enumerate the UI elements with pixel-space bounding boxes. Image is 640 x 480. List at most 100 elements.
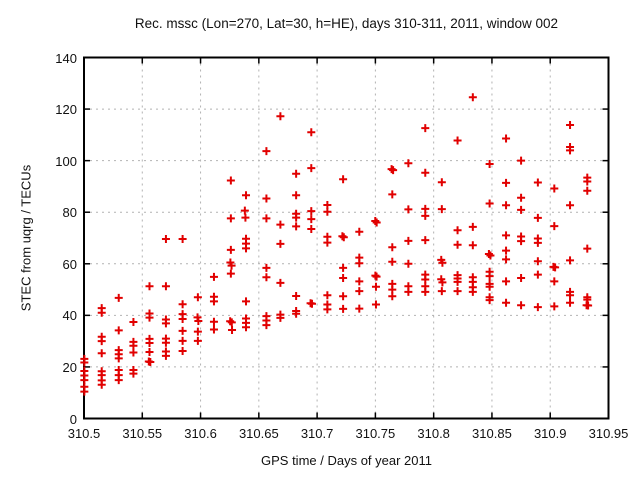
data-point-marker	[584, 301, 593, 310]
data-point-marker	[161, 338, 170, 347]
data-point-marker	[404, 236, 413, 245]
data-point-marker	[566, 146, 575, 155]
data-point-marker	[161, 351, 170, 360]
data-point-marker	[453, 287, 462, 296]
data-point-marker	[453, 240, 462, 249]
data-point-marker	[226, 269, 235, 278]
data-point-marker	[453, 277, 462, 286]
y-tick-label: 80	[62, 205, 77, 221]
data-point-marker	[517, 156, 526, 165]
data-point-marker	[372, 272, 381, 281]
data-point-marker	[292, 169, 301, 178]
data-point-marker	[502, 246, 511, 255]
data-point-marker	[242, 244, 251, 253]
data-point-marker	[307, 215, 316, 224]
data-point-marker	[209, 297, 218, 306]
y-tick-label: 40	[62, 308, 77, 324]
data-point-marker	[485, 296, 494, 305]
data-point-marker	[355, 304, 364, 313]
data-point-marker	[114, 326, 123, 335]
data-point-marker	[502, 178, 511, 187]
data-point-marker	[468, 93, 477, 102]
data-point-marker	[228, 326, 237, 335]
data-point-marker	[178, 346, 187, 355]
data-point-marker	[178, 314, 187, 323]
data-point-marker	[372, 218, 381, 227]
data-point-marker	[533, 270, 542, 279]
plot-border	[83, 56, 610, 420]
data-point-marker	[550, 277, 559, 286]
data-point-marker	[468, 241, 477, 250]
data-point-marker	[307, 207, 316, 216]
data-point-marker	[339, 304, 348, 313]
data-point-marker	[437, 287, 446, 296]
data-point-marker	[550, 302, 559, 311]
data-point-marker	[276, 220, 285, 229]
data-point-marker	[240, 206, 249, 215]
data-point-marker	[178, 300, 187, 309]
data-point-marker	[276, 112, 285, 121]
data-point-marker	[292, 222, 301, 231]
data-point-marker	[129, 341, 138, 350]
data-point-marker	[178, 336, 187, 345]
data-point-marker	[371, 300, 380, 309]
data-point-marker	[323, 200, 332, 209]
data-point-marker	[517, 237, 526, 246]
data-point-marker	[292, 191, 301, 200]
data-point-marker	[209, 325, 218, 334]
data-point-marker	[421, 204, 430, 213]
data-point-marker	[145, 313, 154, 322]
data-point-marker	[502, 277, 511, 286]
data-point-marker	[114, 293, 123, 302]
data-point-marker	[161, 282, 170, 291]
data-point-marker	[193, 293, 202, 302]
data-point-marker	[193, 336, 202, 345]
data-point-marker	[227, 261, 236, 270]
data-point-marker	[227, 318, 236, 327]
data-point-marker	[97, 308, 106, 317]
data-point-marker	[404, 259, 413, 268]
data-point-marker	[355, 259, 364, 268]
data-point-marker	[388, 243, 397, 252]
x-tick-label: 310.85	[472, 426, 512, 441]
data-point-marker	[550, 184, 559, 193]
data-point-marker	[437, 178, 446, 187]
data-point-marker	[566, 291, 575, 300]
data-point-marker	[129, 348, 138, 357]
data-point-marker	[145, 347, 154, 356]
data-point-marker	[97, 380, 106, 389]
data-point-marker	[209, 272, 218, 281]
x-tick-label: 310.55	[122, 426, 163, 441]
data-point-marker	[502, 231, 511, 240]
x-tick-label: 310.6	[184, 426, 217, 441]
data-point-marker	[262, 214, 271, 223]
x-tick-label: 310.75	[355, 426, 396, 441]
data-point-marker	[421, 168, 430, 177]
data-point-marker	[517, 273, 526, 282]
data-point-marker	[129, 318, 138, 327]
x-tick-label: 310.9	[533, 426, 567, 441]
data-point-marker	[97, 349, 106, 358]
data-point-marker	[80, 358, 89, 367]
data-point-marker	[550, 222, 559, 231]
data-point-marker	[421, 124, 430, 133]
data-point-marker	[502, 134, 511, 143]
x-tick-label: 310.95	[588, 426, 629, 441]
data-point-marker	[145, 338, 154, 347]
data-point-marker	[502, 255, 511, 264]
data-point-marker	[226, 245, 235, 254]
data-point-marker	[276, 278, 285, 287]
data-point-marker	[566, 298, 575, 307]
data-point-marker	[517, 193, 526, 202]
data-point-marker	[262, 194, 271, 203]
data-point-marker	[339, 233, 348, 242]
data-point-marker	[421, 287, 430, 296]
data-point-marker	[387, 165, 396, 174]
chart-title: Rec. mssc (Lon=270, Lat=30, h=HE), days …	[134, 16, 559, 31]
data-point-marker	[371, 216, 380, 225]
data-point-marker	[371, 271, 380, 280]
data-point-marker	[339, 175, 348, 184]
data-point-marker	[262, 263, 271, 272]
data-point-marker	[307, 128, 316, 137]
